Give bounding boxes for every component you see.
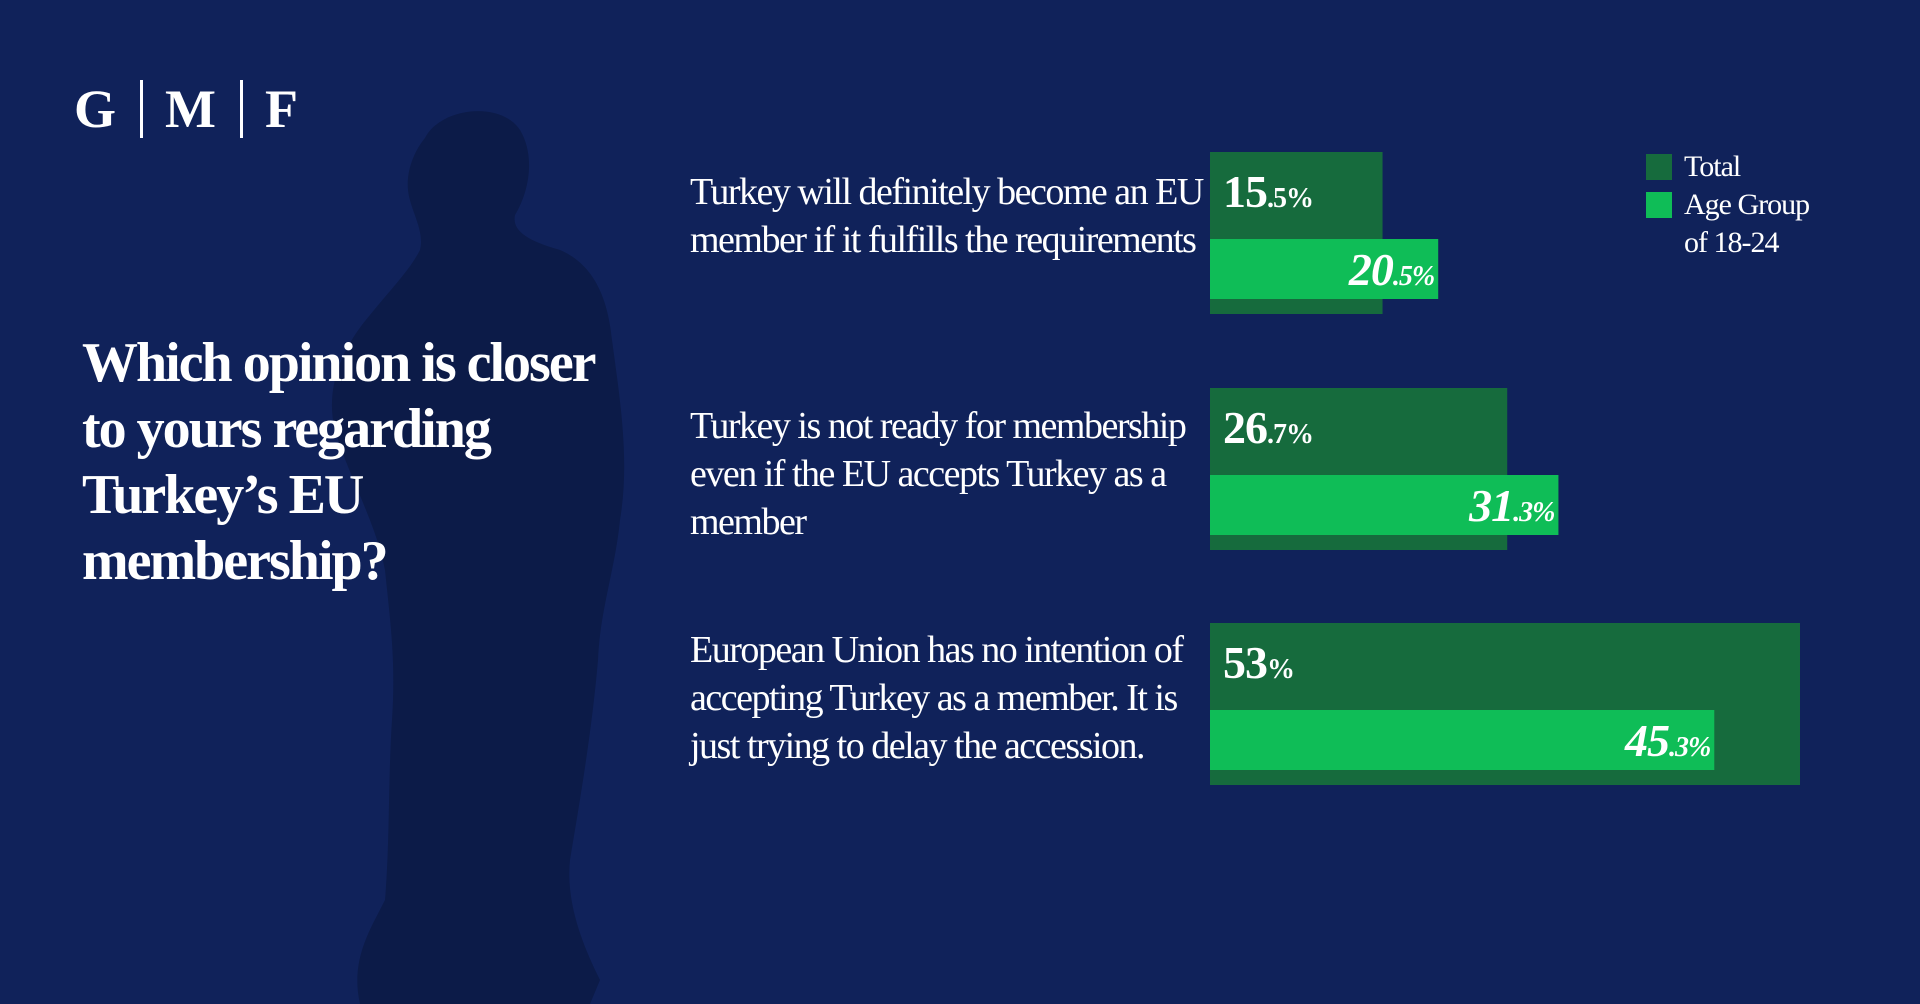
legend-item-age-group: Age Group of 18-24 xyxy=(1646,186,1834,262)
legend-label-age-group: Age Group of 18-24 xyxy=(1684,188,1810,259)
label-total-1-decimal: .5% xyxy=(1267,183,1313,214)
label-total-2-decimal: .7% xyxy=(1267,419,1313,450)
label-age-group-1-decimal: .5% xyxy=(1393,261,1434,292)
label-total-3-main: 53 xyxy=(1223,637,1267,688)
legend-swatch-age-group xyxy=(1646,192,1672,218)
label-age-group-2-main: 31 xyxy=(1468,480,1513,531)
logo-divider xyxy=(140,80,144,138)
label-age-group-1: 20.5% xyxy=(1348,244,1434,295)
legend-swatch-total xyxy=(1646,154,1672,180)
statement-3: European Union has no intention of accep… xyxy=(690,629,1184,767)
label-age-group-2: 31.3% xyxy=(1468,480,1554,531)
logo-letter-f: F xyxy=(264,79,300,139)
logo-letter-g: G xyxy=(74,79,119,139)
label-age-group-3: 45.3% xyxy=(1624,715,1710,766)
label-total-2-main: 26 xyxy=(1223,402,1267,453)
label-total-2: 26.7% xyxy=(1223,402,1313,453)
bar-age-group-3 xyxy=(1210,710,1715,770)
survey-question: Which opinion is closer to yours regardi… xyxy=(82,332,596,592)
label-age-group-1-main: 20 xyxy=(1348,244,1394,295)
label-total-1: 15.5% xyxy=(1223,166,1313,217)
label-total-1-main: 15 xyxy=(1223,166,1267,217)
gmf-logo: G M F xyxy=(74,78,300,140)
label-age-group-3-main: 45 xyxy=(1624,715,1669,766)
logo-letter-m: M xyxy=(165,79,218,139)
bar-age-group-2 xyxy=(1210,475,1559,535)
legend-item-total: Total xyxy=(1646,148,1834,186)
label-age-group-3-decimal: .3% xyxy=(1669,732,1710,763)
logo-divider xyxy=(239,80,243,138)
label-age-group-2-decimal: .3% xyxy=(1513,497,1554,528)
legend-label-total: Total xyxy=(1684,150,1741,183)
statement-2: Turkey is not ready for membership even … xyxy=(690,405,1187,543)
silhouette-shape xyxy=(331,111,625,1004)
statement-1: Turkey will definitely become an EU memb… xyxy=(690,171,1204,261)
label-total-3-decimal: % xyxy=(1267,654,1294,685)
label-total-3: 53% xyxy=(1223,637,1294,688)
chart-legend: Total Age Group of 18-24 xyxy=(1646,148,1834,262)
bar-age-group-1 xyxy=(1210,239,1439,299)
woman-silhouette-icon xyxy=(331,111,625,1004)
